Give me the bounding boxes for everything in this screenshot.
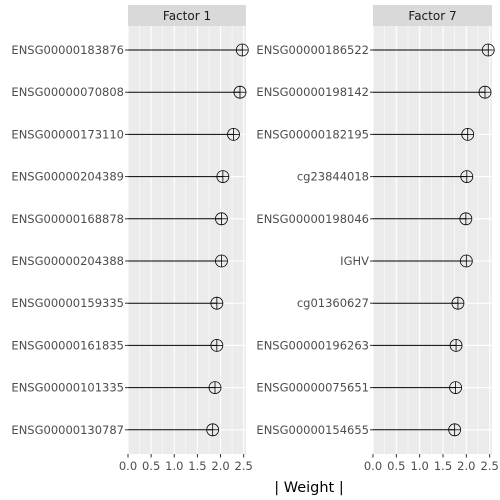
panel-background xyxy=(373,26,492,454)
lollipop-point xyxy=(227,127,240,141)
facet-strip-label: Factor 1 xyxy=(163,9,211,23)
feature-label: ENSG00000204388 xyxy=(11,254,124,268)
lollipop-point xyxy=(215,212,228,226)
x-tick-label: 2.0 xyxy=(457,459,475,473)
x-tick-label: 0.5 xyxy=(387,459,405,473)
feature-label: ENSG00000183876 xyxy=(11,43,124,57)
lollipop-point xyxy=(460,170,474,184)
x-tick-label: 1.5 xyxy=(188,459,206,473)
feature-label: ENSG00000198142 xyxy=(256,85,369,99)
feature-label: IGHV xyxy=(340,254,369,268)
lollipop-point xyxy=(448,423,462,437)
feature-label: ENSG00000154655 xyxy=(256,423,369,437)
feature-label: ENSG00000168878 xyxy=(11,212,124,226)
lollipop-point xyxy=(451,296,465,310)
lollipop-point xyxy=(449,338,463,352)
x-tick-label: 2.0 xyxy=(211,459,229,473)
lollipop-point xyxy=(216,170,230,184)
feature-label: cg01360627 xyxy=(297,296,369,310)
feature-label: ENSG00000186522 xyxy=(256,43,369,57)
feature-label: cg23844018 xyxy=(297,170,369,184)
feature-label: ENSG00000196263 xyxy=(256,338,369,352)
x-tick-label: 2.5 xyxy=(481,459,499,473)
x-tick-label: 0.0 xyxy=(119,459,137,473)
facet-strip-label: Factor 7 xyxy=(408,9,456,23)
panel-background xyxy=(128,26,246,454)
x-tick-label: 1.0 xyxy=(165,459,183,473)
lollipop-point xyxy=(233,85,247,99)
lollipop-point xyxy=(459,254,473,268)
facet-panel-1: Factor 1 0.0 0.5 1.0 1.5 2.0 2.5 ENSG0000018387… xyxy=(11,5,253,473)
feature-label: ENSG00000173110 xyxy=(11,127,124,141)
x-tick-label: 0.0 xyxy=(364,459,382,473)
feature-label: ENSG00000198046 xyxy=(256,212,369,226)
lollipop-point xyxy=(235,43,249,57)
x-tick-label: 2.5 xyxy=(235,459,253,473)
facet-panels: Factor 1 0.0 0.5 1.0 1.5 2.0 2.5 ENSG0000018387… xyxy=(11,5,499,473)
feature-label: ENSG00000204389 xyxy=(11,170,124,184)
lollipop-point xyxy=(478,85,492,99)
facet-strip xyxy=(128,5,246,26)
feature-label: ENSG00000070808 xyxy=(11,85,124,99)
lollipop-point xyxy=(449,381,463,395)
lollipop-point xyxy=(210,338,224,352)
lollipop-point xyxy=(459,212,473,226)
lollipop-point xyxy=(208,381,222,395)
feature-label: ENSG00000130787 xyxy=(11,423,124,437)
feature-label: ENSG00000182195 xyxy=(256,127,369,141)
feature-label: ENSG00000159335 xyxy=(11,296,124,310)
lollipop-point xyxy=(215,254,228,268)
lollipop-point xyxy=(461,127,475,141)
facet-strip xyxy=(373,5,492,26)
x-tick-label: 1.5 xyxy=(434,459,452,473)
x-axis-title: | Weight | xyxy=(274,480,344,496)
x-tick-label: 0.5 xyxy=(142,459,160,473)
facet-panel-2: Factor 7 0.0 0.5 1.0 1.5 2.0 2.5 ENSG0000018652… xyxy=(256,5,499,473)
lollipop-point xyxy=(206,423,220,437)
lollipop-point xyxy=(481,43,495,57)
feature-label: ENSG00000161835 xyxy=(11,338,124,352)
lollipop-point xyxy=(210,296,224,310)
feature-label: ENSG00000101335 xyxy=(11,381,124,395)
x-tick-label: 1.0 xyxy=(411,459,429,473)
feature-label: ENSG00000075651 xyxy=(256,381,369,395)
